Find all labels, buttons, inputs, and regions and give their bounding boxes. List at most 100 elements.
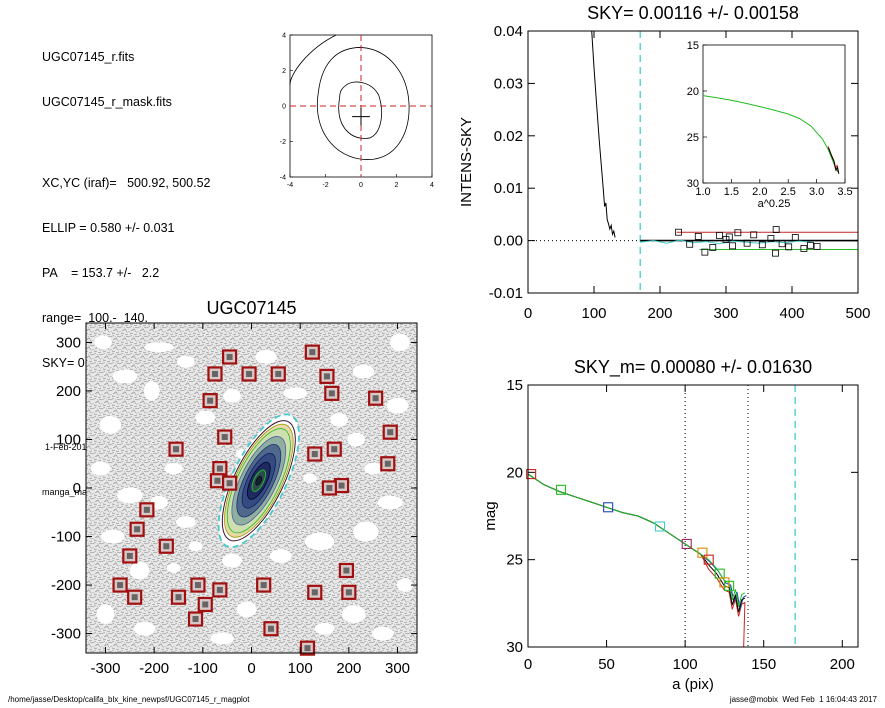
masked-region — [101, 529, 125, 544]
galaxy-isophote — [255, 475, 263, 486]
sky-point — [743, 239, 751, 247]
masked-region — [352, 364, 375, 379]
masked-region — [364, 462, 383, 475]
sky-point — [729, 242, 737, 250]
y-tick-label: 0 — [282, 104, 286, 111]
sky-point — [686, 240, 694, 248]
y-tick-label: 0 — [73, 480, 81, 497]
mask-box — [170, 589, 187, 605]
sky-point — [772, 249, 779, 257]
info-line: UGC07145_r_mask.fits — [42, 95, 172, 109]
inset-x-tick-label: 2.0 — [752, 186, 767, 198]
sky-point — [772, 226, 780, 233]
galaxy-image-plot: UGC07145 -300 -200 -100 0 100 200 300 300 200 100… — [51, 298, 418, 677]
masked-region — [96, 604, 115, 624]
y-tick-label: 20 — [506, 464, 523, 481]
masked-region — [223, 388, 241, 403]
masked-region — [175, 516, 196, 528]
mask-box — [319, 368, 335, 384]
mask-box — [127, 589, 143, 605]
masked-region — [90, 461, 111, 476]
mask-box — [333, 477, 350, 494]
mask-box — [122, 548, 138, 564]
y-tick-label: 300 — [56, 334, 81, 351]
mask-box — [380, 456, 396, 472]
mask-box — [187, 611, 204, 627]
y-axis-label: INTENS-SKY — [458, 117, 475, 207]
inset-x-tick-label: 2.5 — [781, 186, 796, 198]
masked-region — [396, 578, 413, 592]
mask-box — [382, 424, 398, 440]
masked-region — [195, 410, 216, 425]
masked-region — [164, 462, 183, 475]
inset-x-tick-label: 3.0 — [809, 186, 824, 198]
masked-region — [94, 335, 112, 350]
mask-box — [241, 366, 257, 382]
y-tick-label: 2 — [282, 68, 286, 75]
x-tick-label: 0 — [524, 305, 532, 322]
footer-user: jasse@mobix Wed Feb 1 16:04:43 2017 — [729, 695, 877, 704]
mask-box — [207, 366, 223, 382]
isophote-marker — [724, 580, 735, 591]
masked-region — [303, 473, 317, 484]
x-tick-label: 500 — [845, 305, 870, 322]
inset-y-tick-label: 20 — [687, 86, 699, 98]
inset-y-tick-label: 15 — [687, 40, 699, 52]
footer-path: /home/jasse/Desktop/califa_blx_kine_newp… — [8, 695, 250, 704]
inset-profile — [702, 95, 839, 173]
x-tick-label: -100 — [188, 660, 218, 677]
info-line: XC,YC (iraf)= 500.92, 500.52 — [42, 176, 211, 190]
mask-box — [341, 584, 357, 600]
isophote-marker — [555, 484, 567, 495]
masked-region — [133, 621, 156, 636]
x-tick-label: 200 — [336, 660, 361, 677]
contour-plot: -4 -2 0 2 4 -4 -2 0 2 4 — [280, 33, 434, 190]
galaxy-isophote — [217, 413, 300, 548]
y-tick-label: -300 — [51, 626, 81, 643]
masked-region — [188, 541, 203, 552]
mask-box — [270, 366, 286, 382]
x-tick-label: 200 — [647, 305, 672, 322]
x-tick-label: 0 — [359, 182, 363, 189]
masked-region — [117, 487, 143, 504]
y-tick-label: -2 — [280, 139, 286, 146]
masked-region — [150, 495, 168, 510]
sky-point — [813, 242, 821, 250]
y-tick-label: 25 — [506, 552, 523, 569]
y-tick-label: 0.01 — [494, 180, 523, 197]
y-tick-label: 100 — [56, 431, 81, 448]
y-tick-label: 0.03 — [494, 75, 523, 92]
x-tick-label: -4 — [287, 182, 293, 189]
middle-contour — [316, 47, 410, 160]
x-tick-label: 0 — [247, 660, 255, 677]
mask-box — [321, 480, 337, 496]
mask-box — [256, 577, 272, 593]
mask-box — [307, 584, 323, 600]
isophote-marker — [654, 521, 666, 532]
masked-region — [112, 369, 138, 384]
mask-box — [158, 538, 174, 554]
masked-region — [304, 532, 335, 551]
masked-region — [269, 549, 292, 563]
masked-region — [353, 521, 379, 542]
masked-region — [144, 342, 174, 353]
x-axis-label: a (pix) — [672, 676, 714, 693]
mask-box — [212, 582, 228, 598]
masked-region — [236, 601, 257, 618]
x-tick-label: -300 — [90, 660, 120, 677]
mask-box — [190, 577, 206, 593]
sky-point — [785, 243, 793, 251]
x-tick-label: 300 — [713, 305, 738, 322]
masked-region — [166, 563, 181, 573]
mask-box — [338, 562, 355, 579]
inset-profile-tail — [828, 147, 840, 174]
y-tick-label: 4 — [282, 33, 286, 40]
inset-x-tick-label: 3.5 — [837, 186, 852, 198]
masked-region — [143, 381, 160, 401]
info-line: range= 100.- 140. — [42, 311, 148, 325]
masked-region — [390, 333, 410, 352]
y-axis-label: mag — [482, 501, 499, 530]
y-tick-label: -0.01 — [489, 285, 523, 302]
x-tick-label: 300 — [385, 660, 410, 677]
mask-box — [368, 390, 384, 406]
